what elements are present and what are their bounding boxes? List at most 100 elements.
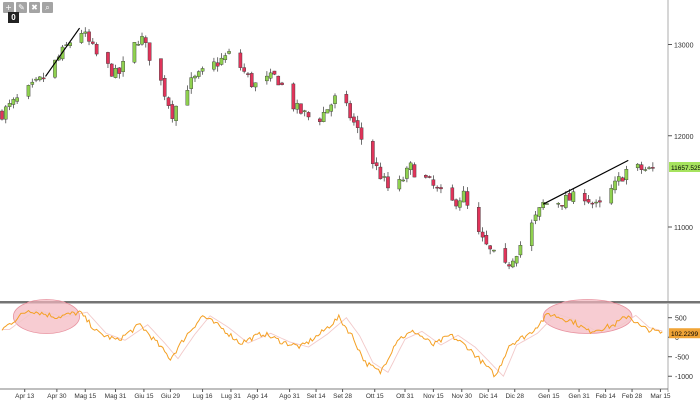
price-tick-label: 11000	[674, 225, 693, 232]
candle-body	[582, 193, 587, 202]
candle-body	[586, 199, 591, 203]
candle-body	[386, 176, 390, 189]
candle-body	[166, 97, 171, 106]
candle-body	[617, 176, 621, 182]
candle-body	[94, 44, 99, 55]
x-tick-label: Nov 30	[451, 393, 472, 400]
highlight-ellipse	[542, 299, 633, 334]
plus-icon[interactable]: +	[3, 2, 14, 13]
candle-body	[594, 201, 598, 204]
chart-toolbar: + ✎ ✖ ⌕	[3, 2, 53, 13]
candle-body	[359, 127, 364, 140]
candle-body	[265, 75, 269, 82]
candle-body	[412, 164, 417, 178]
candle-body	[299, 103, 303, 114]
x-tick-label: Giu 29	[161, 393, 181, 400]
last-price-label: 11657.5250	[671, 165, 700, 172]
candle-body	[246, 73, 250, 75]
candle-body	[405, 167, 409, 179]
candle-body	[514, 256, 519, 264]
candle-body	[200, 68, 205, 72]
candle-body	[609, 188, 614, 204]
candle-body	[564, 195, 568, 208]
x-tick-label: Apr 13	[15, 393, 35, 400]
trash-icon[interactable]: ✖	[29, 2, 40, 13]
candle-body	[352, 116, 356, 123]
x-tick-label: Dic 14	[479, 393, 498, 400]
last-value-tag	[669, 328, 700, 339]
x-tick-label: Set 14	[307, 393, 326, 400]
candle-body	[511, 260, 515, 268]
candle-body	[325, 109, 330, 114]
search-icon[interactable]: ⌕	[42, 2, 53, 13]
candle-body	[480, 231, 485, 238]
candle-body	[567, 193, 572, 201]
candle-body	[11, 99, 16, 105]
trendline[interactable]	[542, 159, 629, 205]
oscillator-tick-label: -500	[675, 355, 689, 362]
x-tick-label: Gen 15	[538, 393, 560, 400]
candle-body	[333, 95, 337, 104]
candle-body	[329, 104, 334, 112]
x-tick-label: Ott 15	[366, 393, 384, 400]
candle-body	[571, 191, 576, 202]
candle-body	[635, 163, 640, 169]
oscillator-tick-label: 0	[675, 335, 679, 342]
signal-line	[2, 309, 663, 377]
candle-body	[492, 249, 496, 252]
candle-body	[159, 58, 163, 81]
x-tick-label: Ago 14	[247, 393, 268, 400]
candle-body	[624, 169, 629, 181]
candle-body	[272, 70, 277, 75]
candle-body	[529, 222, 534, 246]
candle-body	[620, 177, 625, 182]
candle-body	[598, 200, 602, 203]
candle-body	[34, 78, 38, 81]
x-tick-label: Ott 31	[396, 393, 414, 400]
candle-body	[541, 202, 545, 208]
candle-body	[249, 73, 254, 87]
candle-body	[344, 94, 349, 104]
x-tick-label: Feb 14	[595, 393, 616, 400]
candle-body	[318, 118, 322, 122]
candle-body	[170, 104, 175, 119]
highlight-ellipse	[12, 299, 80, 334]
candle-body	[223, 55, 228, 61]
candle-body	[458, 200, 462, 208]
candle-body	[484, 235, 489, 245]
candle-body	[7, 103, 12, 107]
candles-group	[0, 27, 655, 270]
pencil-icon[interactable]: ✎	[16, 2, 27, 13]
candle-body	[427, 176, 432, 178]
oscillator-tick-label: -1000	[675, 374, 693, 381]
candle-body	[651, 167, 655, 169]
x-tick-label: Mag 15	[74, 393, 96, 400]
candle-body	[38, 76, 42, 81]
candle-body	[143, 37, 148, 43]
candle-body	[439, 187, 443, 190]
candle-body	[507, 264, 511, 267]
candle-body	[174, 105, 178, 121]
candle-body	[83, 31, 88, 34]
x-tick-label: Gen 31	[568, 393, 590, 400]
candle-body	[53, 59, 57, 78]
candle-body	[132, 42, 137, 63]
candle-body	[537, 207, 542, 217]
candle-body	[461, 190, 466, 203]
candle-body	[140, 36, 144, 45]
candle-body	[276, 75, 281, 86]
candle-body	[408, 162, 413, 171]
trendline[interactable]	[45, 27, 81, 77]
candle-body	[435, 186, 439, 189]
candle-body	[219, 57, 224, 65]
candle-body	[321, 112, 326, 122]
candle-body	[291, 83, 296, 110]
x-tick-label: Lug 31	[221, 393, 241, 400]
oscillator-line	[1, 309, 663, 378]
candle-body	[268, 72, 273, 79]
candle-body	[348, 103, 352, 119]
candle-body	[136, 44, 141, 46]
candle-body	[162, 78, 167, 97]
candle-body	[79, 33, 84, 43]
candle-body	[371, 141, 375, 164]
